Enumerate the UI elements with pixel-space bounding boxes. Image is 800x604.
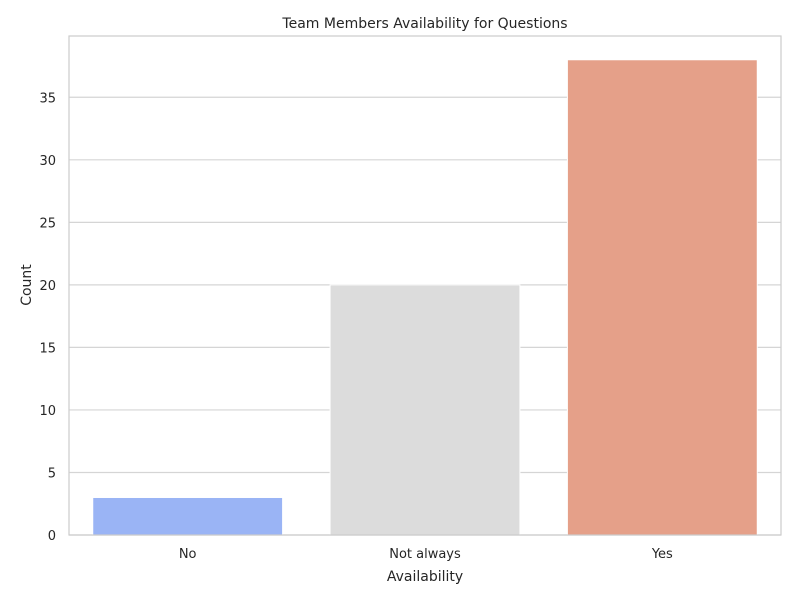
x-tick-label: No xyxy=(179,547,197,562)
y-tick-label: 0 xyxy=(48,529,56,544)
bar-not-always xyxy=(329,284,521,536)
bars xyxy=(92,59,758,536)
plot-frame xyxy=(68,35,782,536)
y-tick-labels: 0 5 10 15 20 25 30 35 xyxy=(39,91,56,544)
bar-yes xyxy=(566,59,758,536)
y-tick-label: 5 xyxy=(48,466,56,481)
y-axis-label: Count xyxy=(19,264,35,306)
y-tick-label: 15 xyxy=(39,341,56,356)
y-tick-label: 10 xyxy=(39,404,56,419)
x-tick-labels: No Not always Yes xyxy=(179,547,673,562)
x-tick-label: Not always xyxy=(389,547,461,562)
y-tick-label: 20 xyxy=(39,279,56,294)
y-tick-label: 30 xyxy=(39,154,56,169)
x-axis-label: Availability xyxy=(387,569,463,585)
y-tick-label: 35 xyxy=(39,91,56,106)
x-tick-label: Yes xyxy=(651,547,673,562)
chart-title: Team Members Availability for Questions xyxy=(281,16,567,32)
y-tick-label: 25 xyxy=(39,216,56,231)
bar-no xyxy=(92,496,284,536)
